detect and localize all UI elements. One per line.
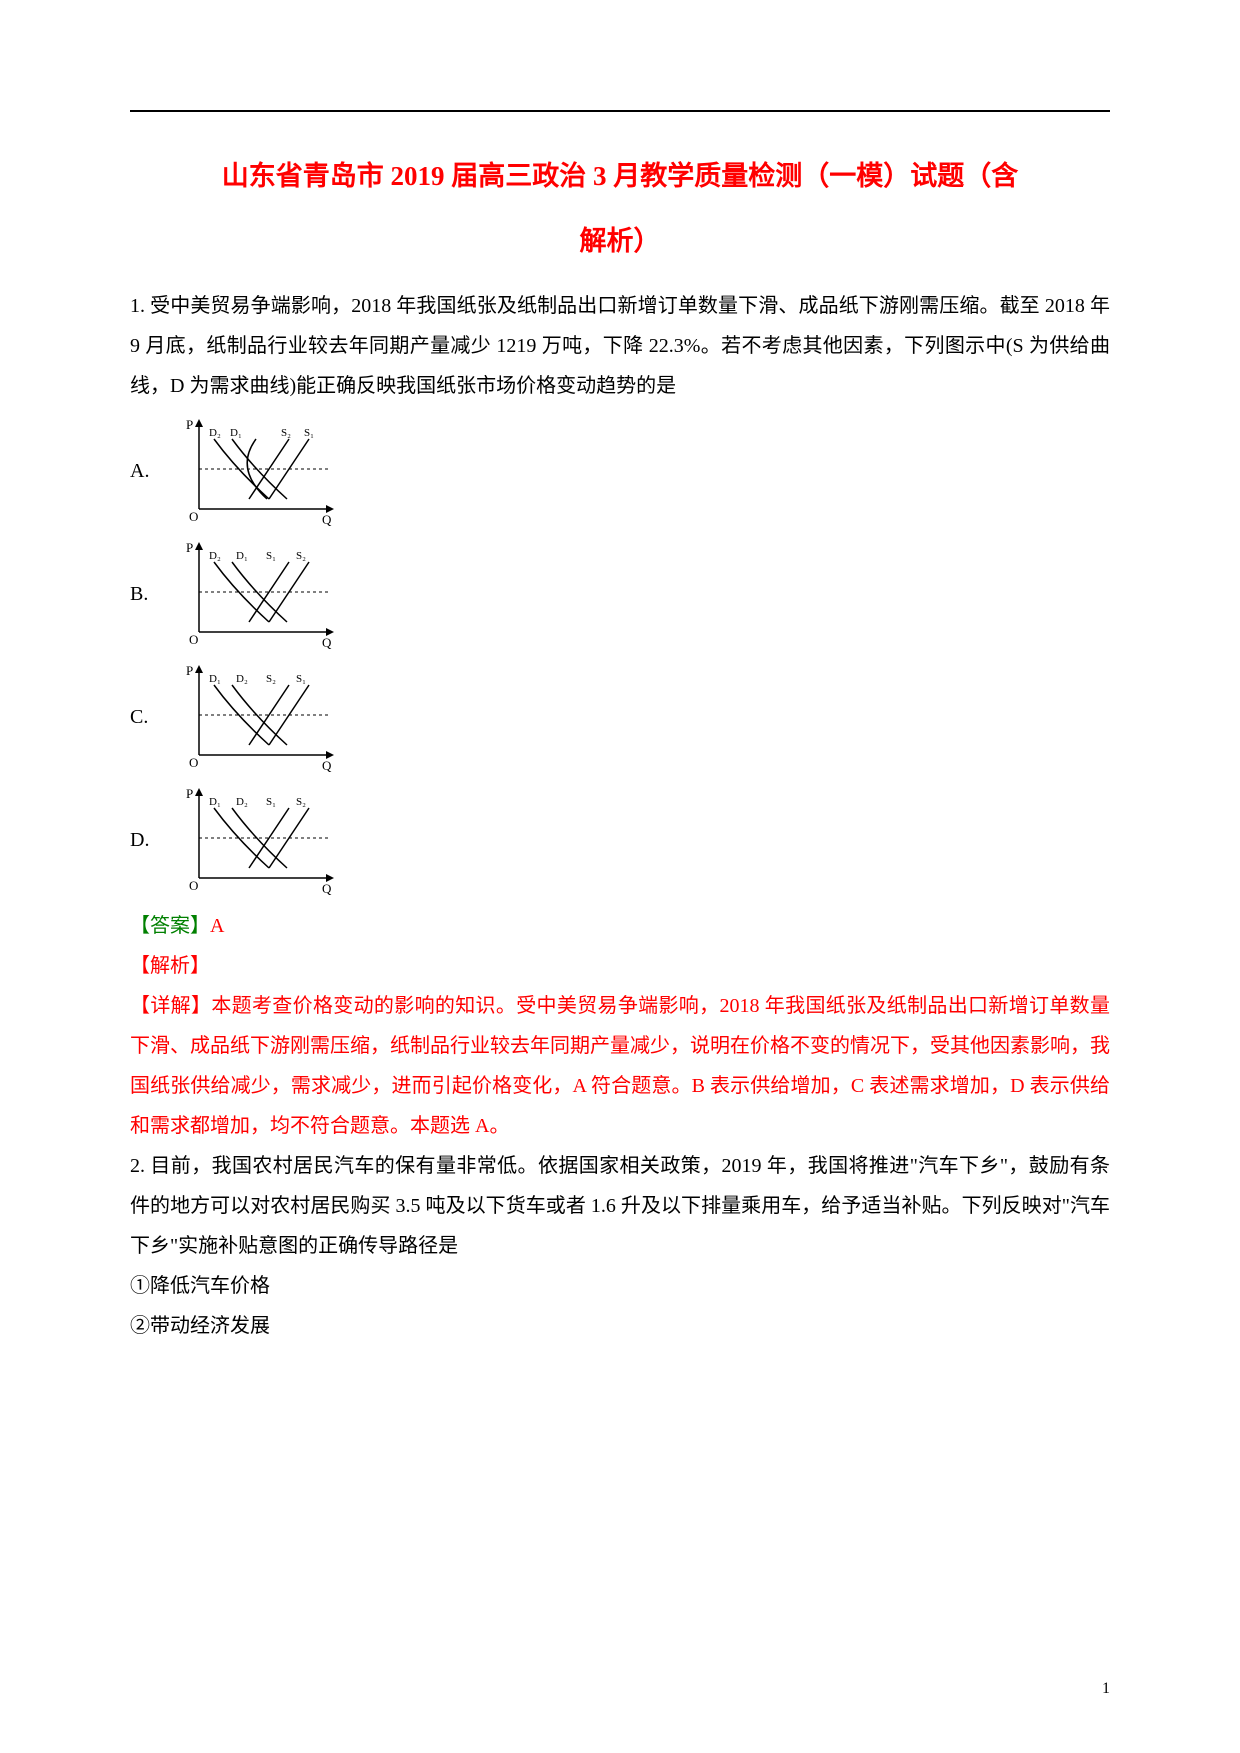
svg-text:S₂: S₂ xyxy=(296,796,306,808)
svg-text:D₂: D₂ xyxy=(209,550,221,562)
top-rule xyxy=(130,110,1110,112)
supply-demand-chart-d: P Q O D₁ D₂ S₁ S₂ xyxy=(174,783,344,898)
analysis-text: 【详解】本题考查价格变动的影响的知识。受中美贸易争端影响，2018 年我国纸张及… xyxy=(130,986,1110,1146)
svg-text:Q: Q xyxy=(322,881,332,896)
svg-text:O: O xyxy=(189,755,198,770)
analysis-label: 【解析】 xyxy=(130,946,1110,986)
option-c-label: C. xyxy=(130,706,154,729)
svg-text:O: O xyxy=(189,509,198,524)
svg-text:S₁: S₁ xyxy=(296,673,306,685)
option-c-chart: P Q O D₁ D₂ S₂ S₁ xyxy=(174,660,344,775)
option-b-chart: P Q O D₂ D₁ S₁ S₂ xyxy=(174,537,344,652)
svg-text:S₂: S₂ xyxy=(296,550,306,562)
option-b-label: B. xyxy=(130,583,154,606)
supply-demand-chart-b: P Q O D₂ D₁ S₁ S₂ xyxy=(174,537,344,652)
svg-text:S₂: S₂ xyxy=(266,673,276,685)
svg-text:Q: Q xyxy=(322,635,332,650)
svg-text:D₂: D₂ xyxy=(236,673,248,685)
question-1-text: 1. 受中美贸易争端影响，2018 年我国纸张及纸制品出口新增订单数量下滑、成品… xyxy=(130,286,1110,406)
svg-text:S₁: S₁ xyxy=(266,796,276,808)
question-2-text: 2. 目前，我国农村居民汽车的保有量非常低。依据国家相关政策，2019 年，我国… xyxy=(130,1146,1110,1266)
option-a-row: A. P Q O D₂ D₁ S₂ S₁ xyxy=(130,414,1110,529)
svg-text:O: O xyxy=(189,878,198,893)
svg-text:D₁: D₁ xyxy=(209,673,221,685)
option-d-row: D. P Q O D₁ D₂ S₁ S₂ xyxy=(130,783,1110,898)
svg-text:S₂: S₂ xyxy=(281,427,291,439)
document-title-line2: 解析） xyxy=(130,219,1110,258)
option-b-row: B. P Q O D₂ D₁ S₁ S₂ xyxy=(130,537,1110,652)
supply-demand-chart-a: P Q O D₂ D₁ S₂ S₁ xyxy=(174,414,344,529)
page-number: 1 xyxy=(1102,1680,1110,1698)
svg-text:D₁: D₁ xyxy=(230,427,242,439)
option-c-row: C. P Q O D₁ D₂ S₂ S₁ xyxy=(130,660,1110,775)
svg-text:P: P xyxy=(186,417,193,432)
document-title-line1: 山东省青岛市 2019 届高三政治 3 月教学质量检测（一模）试题（含 xyxy=(130,152,1110,201)
svg-text:S₁: S₁ xyxy=(266,550,276,562)
detail-label: 【详解】 xyxy=(130,995,211,1017)
answer-value: A xyxy=(210,915,224,937)
svg-text:D₂: D₂ xyxy=(236,796,248,808)
svg-text:S₁: S₁ xyxy=(304,427,314,439)
svg-text:D₁: D₁ xyxy=(209,796,221,808)
svg-text:D₁: D₁ xyxy=(236,550,248,562)
svg-text:Q: Q xyxy=(322,758,332,773)
option-d-chart: P Q O D₁ D₂ S₁ S₂ xyxy=(174,783,344,898)
answer-label: 【答案】 xyxy=(130,915,210,937)
question-2-option1: ①降低汽车价格 xyxy=(130,1266,1110,1306)
svg-text:P: P xyxy=(186,786,193,801)
svg-text:P: P xyxy=(186,663,193,678)
svg-text:D₂: D₂ xyxy=(209,427,221,439)
page-container: 山东省青岛市 2019 届高三政治 3 月教学质量检测（一模）试题（含 解析） … xyxy=(0,0,1240,1426)
option-a-label: A. xyxy=(130,460,154,483)
svg-text:Q: Q xyxy=(322,512,332,527)
option-a-chart: P Q O D₂ D₁ S₂ S₁ xyxy=(174,414,344,529)
analysis-body: 本题考查价格变动的影响的知识。受中美贸易争端影响，2018 年我国纸张及纸制品出… xyxy=(130,995,1110,1137)
option-d-label: D. xyxy=(130,829,154,852)
supply-demand-chart-c: P Q O D₁ D₂ S₂ S₁ xyxy=(174,660,344,775)
svg-text:O: O xyxy=(189,632,198,647)
question-2-option2: ②带动经济发展 xyxy=(130,1306,1110,1346)
svg-text:P: P xyxy=(186,540,193,555)
answer-line: 【答案】A xyxy=(130,906,1110,946)
